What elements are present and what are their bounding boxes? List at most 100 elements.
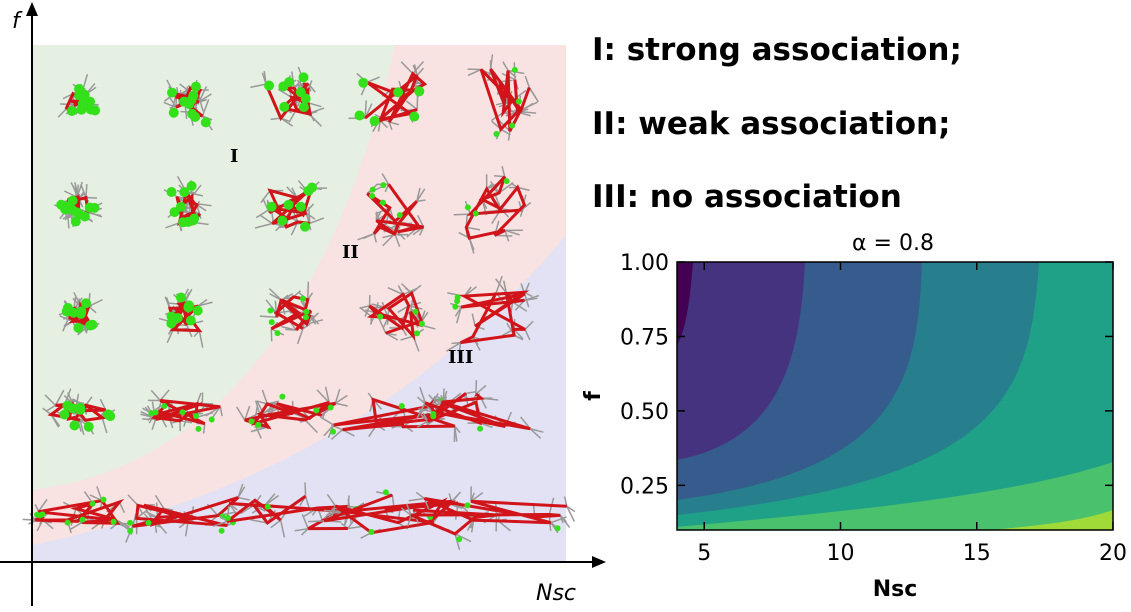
sticker — [169, 207, 180, 218]
side-chain — [306, 281, 310, 300]
side-chain — [475, 384, 487, 395]
side-chain — [127, 494, 139, 506]
side-chain — [179, 420, 193, 424]
snapshot — [140, 389, 223, 434]
x-tick-label: 20 — [1099, 541, 1127, 566]
side-chain — [323, 424, 335, 437]
side-chain — [375, 207, 391, 215]
snapshot — [400, 486, 576, 550]
side-chain — [270, 117, 281, 121]
sticker — [464, 502, 471, 509]
sticker — [393, 87, 404, 98]
sticker — [195, 425, 202, 432]
side-chain — [277, 88, 293, 99]
phase-diagram: f Nsc I II III — [0, 2, 606, 606]
side-chain — [196, 204, 202, 219]
side-chain — [517, 186, 530, 192]
sticker — [266, 201, 277, 212]
side-chain — [524, 75, 531, 88]
snapshot — [22, 486, 135, 534]
sticker — [503, 178, 510, 185]
sticker — [80, 298, 91, 309]
sticker — [509, 122, 516, 129]
side-chain — [45, 404, 56, 412]
side-chain — [198, 330, 204, 348]
sticker — [39, 511, 46, 518]
side-chain — [307, 102, 322, 108]
sticker — [303, 308, 310, 315]
side-chain — [330, 429, 343, 440]
side-chain — [382, 233, 396, 247]
sticker — [515, 98, 522, 105]
side-chain — [304, 419, 318, 434]
side-chain — [259, 315, 277, 319]
side-chain — [254, 222, 273, 229]
snapshot — [467, 54, 539, 141]
sticker — [409, 111, 420, 122]
side-chain — [145, 511, 158, 518]
sticker — [66, 106, 77, 117]
sticker — [354, 110, 365, 121]
side-chain — [36, 519, 44, 532]
side-chain — [87, 210, 103, 218]
side-chain — [416, 187, 421, 202]
backbone — [244, 401, 337, 430]
side-chain — [154, 494, 165, 509]
side-chain — [550, 516, 567, 524]
sticker — [74, 83, 85, 94]
side-chain — [453, 213, 471, 216]
side-chain — [359, 305, 370, 310]
side-chain — [397, 285, 404, 295]
side-chain — [489, 54, 494, 70]
side-chain — [529, 428, 542, 439]
sticker — [103, 409, 114, 420]
sticker — [208, 416, 215, 423]
sticker — [67, 403, 78, 414]
side-chain — [261, 389, 268, 405]
sticker — [73, 322, 84, 333]
side-chain — [88, 298, 103, 308]
sticker — [127, 527, 134, 534]
sticker — [70, 216, 81, 227]
side-chain — [400, 61, 414, 75]
sticker — [368, 529, 375, 536]
y-tick-label: 0.25 — [620, 474, 669, 499]
sticker — [161, 402, 168, 409]
side-chain — [324, 386, 330, 403]
side-chain — [563, 496, 568, 507]
side-chain — [166, 329, 174, 344]
side-chain — [330, 505, 337, 519]
side-chain — [59, 315, 73, 323]
side-chain — [472, 336, 481, 351]
sticker — [255, 421, 262, 428]
side-chain — [405, 503, 412, 516]
sticker — [295, 201, 306, 212]
side-chain — [22, 518, 36, 521]
sticker — [414, 86, 425, 97]
side-chain — [197, 298, 208, 307]
snapshot — [453, 166, 532, 254]
sticker — [396, 212, 403, 219]
side-chain — [237, 483, 244, 498]
side-chain — [294, 527, 309, 532]
sticker — [79, 211, 90, 222]
sticker — [56, 199, 67, 210]
side-chain — [319, 416, 335, 426]
sticker — [84, 202, 95, 213]
sticker — [464, 204, 471, 211]
side-chain — [76, 181, 83, 198]
side-chain — [504, 230, 510, 242]
side-chain — [268, 287, 282, 301]
region-none — [32, 235, 566, 562]
side-chain — [381, 173, 390, 185]
side-chain — [197, 301, 213, 307]
y-tick-label: 1.00 — [620, 251, 669, 276]
sticker — [166, 318, 177, 329]
side-chain — [468, 237, 475, 254]
sticker — [414, 330, 421, 337]
sticker — [224, 515, 231, 522]
region-label: III — [448, 347, 473, 368]
sticker — [69, 420, 80, 431]
side-chain — [334, 388, 341, 404]
snapshot — [250, 66, 325, 127]
